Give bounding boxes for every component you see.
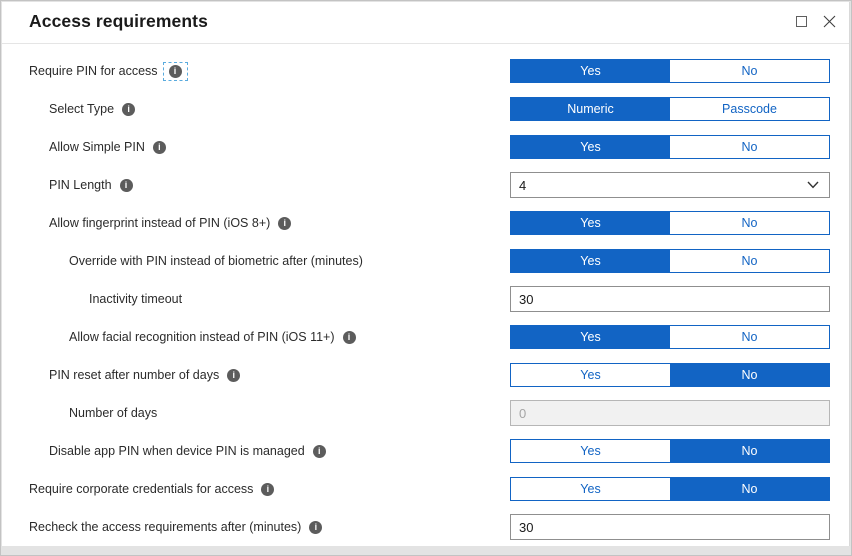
row-select-type: Select Type i Numeric Passcode [2,90,849,128]
row-label: PIN Length [49,178,112,192]
row-label: Override with PIN instead of biometric a… [69,254,363,268]
row-label: Require corporate credentials for access [29,482,254,496]
close-button[interactable] [821,13,837,29]
row-allow-simple-pin: Allow Simple PIN i Yes No [2,128,849,166]
toggle-option-no[interactable]: No [670,478,829,500]
chevron-down-icon [807,181,819,189]
toggle-allow-fingerprint: Yes No [510,211,830,235]
toggle-select-type: Numeric Passcode [510,97,830,121]
toggle-option-no[interactable]: No [670,60,829,82]
toggle-pin-reset: Yes No [510,363,830,387]
title-bar: Access requirements [2,2,849,44]
info-focus-ring: i [162,61,188,81]
row-pin-reset: PIN reset after number of days i Yes No [2,356,849,394]
toggle-option-passcode[interactable]: Passcode [670,98,829,120]
toggle-option-yes[interactable]: Yes [511,364,670,386]
info-icon[interactable]: i [119,178,133,192]
toggle-option-yes[interactable]: Yes [511,440,670,462]
maximize-button[interactable] [793,13,809,29]
row-label: PIN reset after number of days [49,368,220,382]
info-icon[interactable]: i [152,140,166,154]
row-disable-app-pin: Disable app PIN when device PIN is manag… [2,432,849,470]
settings-panel: Access requirements Require PIN for acce… [2,2,850,546]
info-icon[interactable]: i [227,368,241,382]
toggle-disable-app-pin: Yes No [510,439,830,463]
info-icon[interactable]: i [342,330,356,344]
row-allow-fingerprint: Allow fingerprint instead of PIN (iOS 8+… [2,204,849,242]
row-allow-facial-recognition: Allow facial recognition instead of PIN … [2,318,849,356]
row-label: Number of days [69,406,158,420]
row-label: Select Type [49,102,115,116]
toggle-option-no[interactable]: No [670,212,829,234]
row-label: Recheck the access requirements after (m… [29,520,302,534]
toggle-option-numeric[interactable]: Numeric [511,98,670,120]
row-label: Require PIN for access [29,64,158,78]
info-icon[interactable]: i [122,102,136,116]
number-of-days-input [510,400,830,426]
toggle-require-pin: Yes No [510,59,830,83]
toggle-option-no[interactable]: No [670,250,829,272]
close-icon [823,15,835,27]
pin-length-dropdown[interactable]: 4 [510,172,830,198]
info-icon[interactable]: i [278,216,292,230]
row-label: Allow fingerprint instead of PIN (iOS 8+… [49,216,271,230]
inactivity-timeout-input[interactable] [510,286,830,312]
row-label: Disable app PIN when device PIN is manag… [49,444,305,458]
toggle-option-no[interactable]: No [670,364,829,386]
recheck-interval-input[interactable] [510,514,830,540]
info-icon[interactable]: i [261,482,275,496]
settings-rows: Require PIN for access i Yes No Select T… [2,44,849,546]
row-label: Allow facial recognition instead of PIN … [69,330,335,344]
toggle-option-yes[interactable]: Yes [511,60,670,82]
row-label: Inactivity timeout [89,292,183,306]
toggle-option-no[interactable]: No [670,136,829,158]
maximize-icon [795,15,807,27]
toggle-option-yes[interactable]: Yes [511,136,670,158]
row-recheck-access-requirements: Recheck the access requirements after (m… [2,508,849,546]
row-require-corporate-credentials: Require corporate credentials for access… [2,470,849,508]
page-title: Access requirements [29,11,208,31]
row-number-of-days: Number of days [2,394,849,432]
row-require-pin: Require PIN for access i Yes No [2,52,849,90]
toggle-option-no[interactable]: No [670,326,829,348]
row-override-with-pin: Override with PIN instead of biometric a… [2,242,849,280]
row-pin-length: PIN Length i 4 [2,166,849,204]
row-label: Allow Simple PIN [49,140,145,154]
toggle-option-yes[interactable]: Yes [511,478,670,500]
toggle-allow-facial-recognition: Yes No [510,325,830,349]
toggle-override-with-pin: Yes No [510,249,830,273]
info-icon[interactable]: i [309,520,323,534]
toggle-require-corporate-credentials: Yes No [510,477,830,501]
info-icon[interactable]: i [312,444,326,458]
info-icon[interactable]: i [168,64,182,78]
toggle-option-no[interactable]: No [670,440,829,462]
toggle-option-yes[interactable]: Yes [511,326,670,348]
dropdown-value: 4 [519,177,527,193]
toggle-option-yes[interactable]: Yes [511,212,670,234]
toggle-allow-simple-pin: Yes No [510,135,830,159]
row-inactivity-timeout: Inactivity timeout [2,280,849,318]
toggle-option-yes[interactable]: Yes [511,250,670,272]
